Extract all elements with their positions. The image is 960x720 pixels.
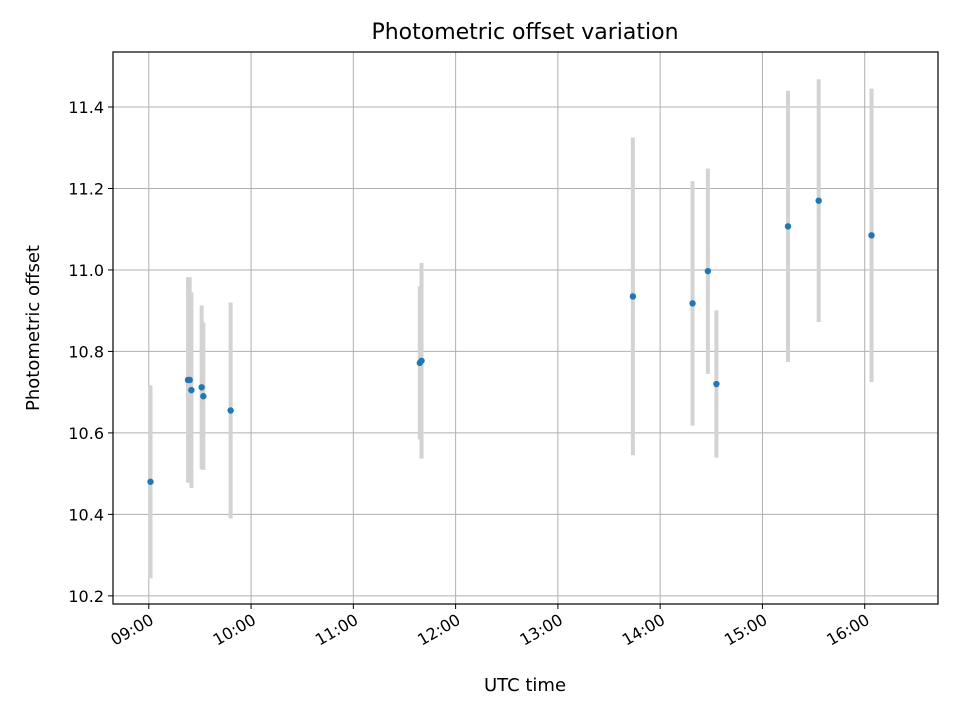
x-axis-label: UTC time bbox=[484, 675, 566, 696]
y-tick-label: 10.6 bbox=[68, 424, 104, 443]
grid-layer bbox=[113, 52, 938, 604]
x-axis-ticks: 09:00 10:00 11:00 12:00 13:00 14:00 15:00 16:00 bbox=[107, 604, 873, 650]
errorbar-layer bbox=[148, 79, 874, 579]
x-tick-label: 12:00 bbox=[414, 610, 463, 650]
data-point bbox=[784, 223, 792, 230]
y-tick-label: 11.4 bbox=[68, 98, 104, 117]
data-point bbox=[186, 376, 193, 384]
chart-title: Photometric offset variation bbox=[371, 20, 678, 45]
x-tick-label: 09:00 bbox=[107, 610, 156, 650]
x-tick-label: 16:00 bbox=[823, 610, 872, 650]
data-point bbox=[815, 197, 822, 204]
data-point bbox=[198, 384, 205, 391]
data-point bbox=[868, 232, 875, 239]
data-point bbox=[629, 293, 637, 300]
data-point bbox=[200, 393, 207, 400]
data-point bbox=[188, 386, 195, 394]
data-point bbox=[704, 267, 712, 275]
data-point bbox=[713, 380, 720, 388]
point-layer bbox=[147, 197, 875, 485]
x-tick-label: 10:00 bbox=[210, 610, 259, 650]
data-point bbox=[147, 478, 154, 485]
x-tick-label: 11:00 bbox=[312, 610, 361, 650]
y-tick-label: 11.2 bbox=[68, 179, 104, 198]
y-axis-label: Photometric offset bbox=[23, 245, 44, 411]
x-tick-label: 13:00 bbox=[516, 610, 565, 650]
x-tick-label: 15:00 bbox=[721, 610, 770, 650]
y-tick-label: 11.0 bbox=[68, 261, 104, 280]
y-tick-label: 10.8 bbox=[68, 342, 104, 361]
data-point bbox=[689, 300, 696, 307]
data-point bbox=[227, 407, 234, 414]
y-axis-ticks: 10.2 10.4 10.6 10.8 11.0 11.2 11.4 bbox=[68, 98, 113, 606]
plot-frame bbox=[112, 51, 939, 605]
y-tick-label: 10.4 bbox=[68, 505, 104, 524]
x-tick-label: 14:00 bbox=[619, 610, 668, 650]
y-tick-label: 10.2 bbox=[68, 587, 104, 606]
data-point bbox=[418, 357, 425, 364]
